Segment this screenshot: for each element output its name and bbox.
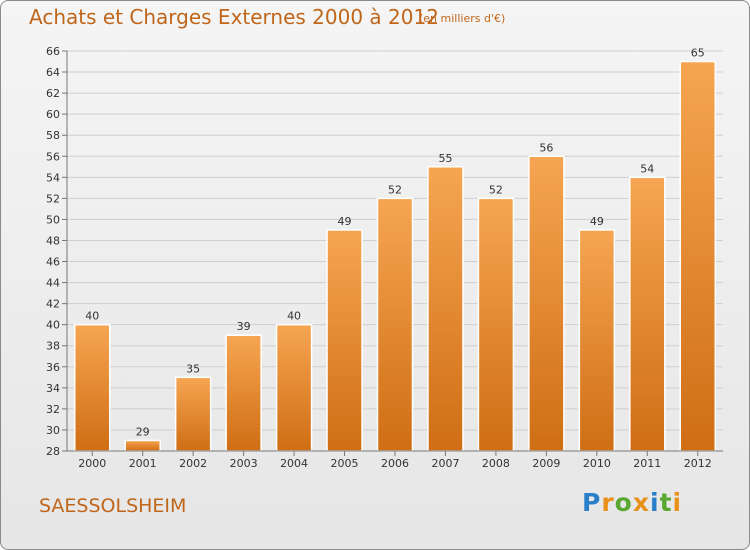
y-axis: 28 30 32 34 36 38 40 42 44 46 48 50 52 54 56 58 60 62 64 66 [46,45,68,458]
bar-value-label: 35 [186,362,200,375]
bar-value-label: 52 [489,183,503,196]
y-tick-label: 58 [46,129,60,142]
bar [477,197,515,452]
logo-letter: t [659,488,673,517]
x-tick-label: 2004 [280,457,308,470]
commune-name: SAESSOLSHEIM [39,495,187,517]
bar [528,155,565,452]
x-tick-label: 2005 [331,457,359,470]
logo-letter: P [582,488,602,517]
logo-letter: i [650,488,660,517]
y-tick-label: 60 [46,108,60,121]
y-tick-label: 66 [46,45,60,58]
bar-value-label: 56 [539,141,553,154]
bar-value-label: 54 [640,162,654,175]
bar-value-label: 65 [691,47,705,60]
y-tick-label: 28 [46,445,60,458]
bar-value-label: 29 [136,425,150,438]
x-tick-label: 2010 [583,457,611,470]
y-tick-label: 50 [46,213,60,226]
logo-letter: o [614,488,633,517]
y-tick-label: 54 [46,171,60,184]
bar [376,197,414,452]
bar-value-label: 52 [388,183,402,196]
y-tick-label: 52 [46,192,60,205]
bar-value-label: 49 [338,215,352,228]
bar-value-label: 49 [590,215,604,228]
x-tick-label: 2009 [532,457,560,470]
y-tick-label: 30 [46,424,60,437]
y-tick-label: 48 [46,234,60,247]
bar [174,376,212,452]
bar [275,323,313,452]
y-tick-label: 36 [46,361,60,374]
x-tick-label: 2012 [684,457,712,470]
y-tick-label: 44 [46,277,60,290]
x-axis: 2000 2001 2002 2003 2004 2005 2006 2007 2008 2009… [67,450,723,470]
bar [225,334,262,452]
logo-letter: r [601,488,615,517]
logo-letter: x [632,488,650,517]
bar-value-label: 39 [237,320,251,333]
y-tick-label: 38 [46,340,60,353]
x-tick-label: 2011 [633,457,661,470]
bar [427,166,464,452]
y-tick-label: 32 [46,403,60,416]
bar [679,60,717,452]
x-tick-label: 2002 [179,457,207,470]
bar-value-label: 55 [438,152,452,165]
x-tick-label: 2000 [78,457,106,470]
x-tick-label: 2003 [230,457,258,470]
bar [578,229,616,452]
bar-value-label: 40 [287,310,301,323]
bar [326,229,363,452]
bar [124,439,161,452]
proxiti-logo[interactable]: Proxiti [582,488,682,517]
logo-letter: i [672,488,683,517]
y-tick-label: 40 [46,319,60,332]
bar [629,176,666,452]
x-tick-label: 2006 [381,457,409,470]
chart-unit: (en milliers d'€) [419,12,506,25]
bar-value-label: 40 [85,310,99,323]
x-tick-label: 2007 [431,457,459,470]
y-tick-label: 64 [46,66,60,79]
bars: 40 29 35 39 40 49 52 55 52 56 49 54 65 [73,47,717,452]
y-tick-label: 56 [46,150,60,163]
y-tick-label: 34 [46,382,60,395]
y-tick-label: 62 [46,87,60,100]
x-tick-label: 2008 [482,457,510,470]
chart-title: Achats et Charges Externes 2000 à 2012 [29,5,439,29]
y-tick-label: 46 [46,256,60,269]
bar [73,323,111,452]
y-tick-label: 42 [46,298,60,311]
x-tick-label: 2001 [129,457,157,470]
